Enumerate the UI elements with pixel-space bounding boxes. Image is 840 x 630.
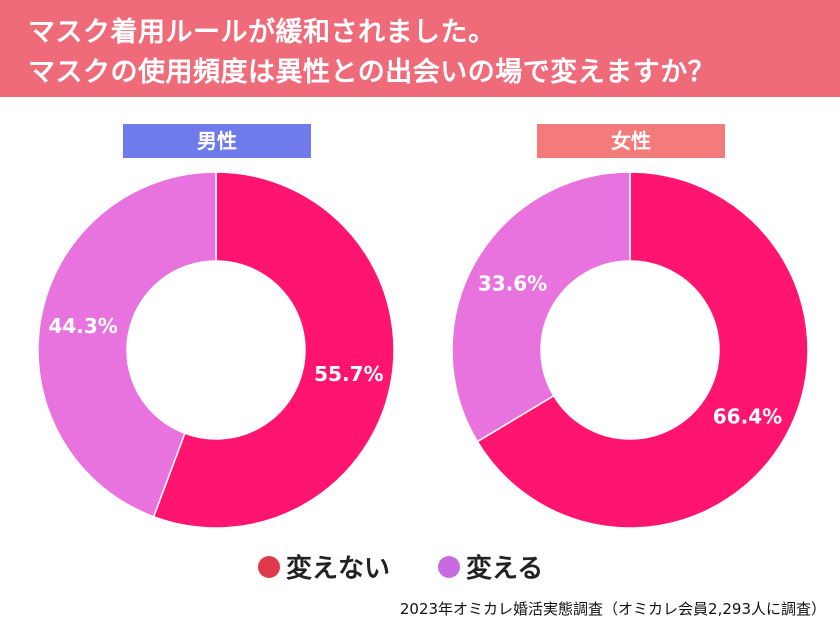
title-line-2: マスクの使用頻度は異性との出会いの場で変えますか？ [28,57,716,88]
legend-item-kaeru: 変える [438,548,543,585]
slice-female-kaeru [451,171,631,443]
legend-item-kaenai: 変えない [258,548,390,585]
title-line-1: マスク着用ルールが緩和されました。 [28,17,496,48]
slice-male-kaenai [152,171,395,529]
legend-label-kaenai: 変えない [286,554,391,584]
header-banner: マスク着用ルールが緩和されました。 マスクの使用頻度は異性との出会いの場で変えま… [0,0,840,97]
legend-dot-kaenai [258,555,280,578]
source-note: 2023年オミカレ婚活実態調査（オミカレ会員2,293人に調査） [399,600,826,618]
legend-dot-kaeru [438,555,460,578]
legend-label-kaeru: 変える [466,554,544,584]
male-chart-title: 男性 [123,124,311,158]
data-label-male-kaenai: 55.7% [314,362,383,386]
slice-male-kaeru [37,171,217,518]
female-chart-title: 女性 [537,124,725,158]
data-label-male-kaeru: 44.3% [48,314,117,338]
data-label-female-kaenai: 66.4% [713,405,782,429]
data-label-female-kaeru: 33.6% [478,271,547,295]
slice-female-kaenai [476,171,809,529]
